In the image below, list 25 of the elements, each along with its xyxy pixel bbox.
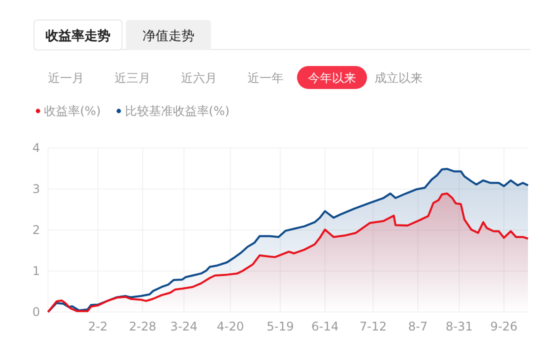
x-tick-label: 9-26 (490, 320, 518, 334)
text: 收益率走势 (46, 28, 110, 44)
text: 今年以来 (308, 71, 356, 85)
text: 近六月 (181, 71, 217, 85)
y-tick-label: 1 (32, 264, 40, 278)
text: 净值走势 (142, 29, 194, 44)
x-tick-label: 6-14 (311, 320, 339, 334)
x-tick-label: 2-2 (88, 320, 108, 334)
x-tick-label: 2-28 (129, 320, 156, 334)
text: 近三月 (114, 71, 150, 85)
y-tick-label: 0 (32, 304, 40, 319)
y-tick-label: 4 (32, 140, 40, 155)
text: 近一年 (248, 71, 284, 85)
y-tick-label: 2 (32, 222, 40, 237)
x-tick-label: 7-12 (360, 320, 387, 334)
text: 近一月 (48, 71, 84, 85)
x-tick-label: 5-19 (266, 320, 294, 334)
text: 成立以来 (374, 71, 422, 85)
legend-label: 比较基准收益率(%) (124, 104, 230, 118)
x-tick-label: 8-31 (446, 320, 473, 334)
x-tick-label: 4-20 (216, 320, 244, 334)
legend-label: 收益率(%) (44, 104, 101, 118)
x-tick-label: 8-7 (408, 320, 428, 334)
y-tick-label: 3 (32, 182, 40, 196)
x-tick-label: 3-24 (170, 320, 198, 334)
